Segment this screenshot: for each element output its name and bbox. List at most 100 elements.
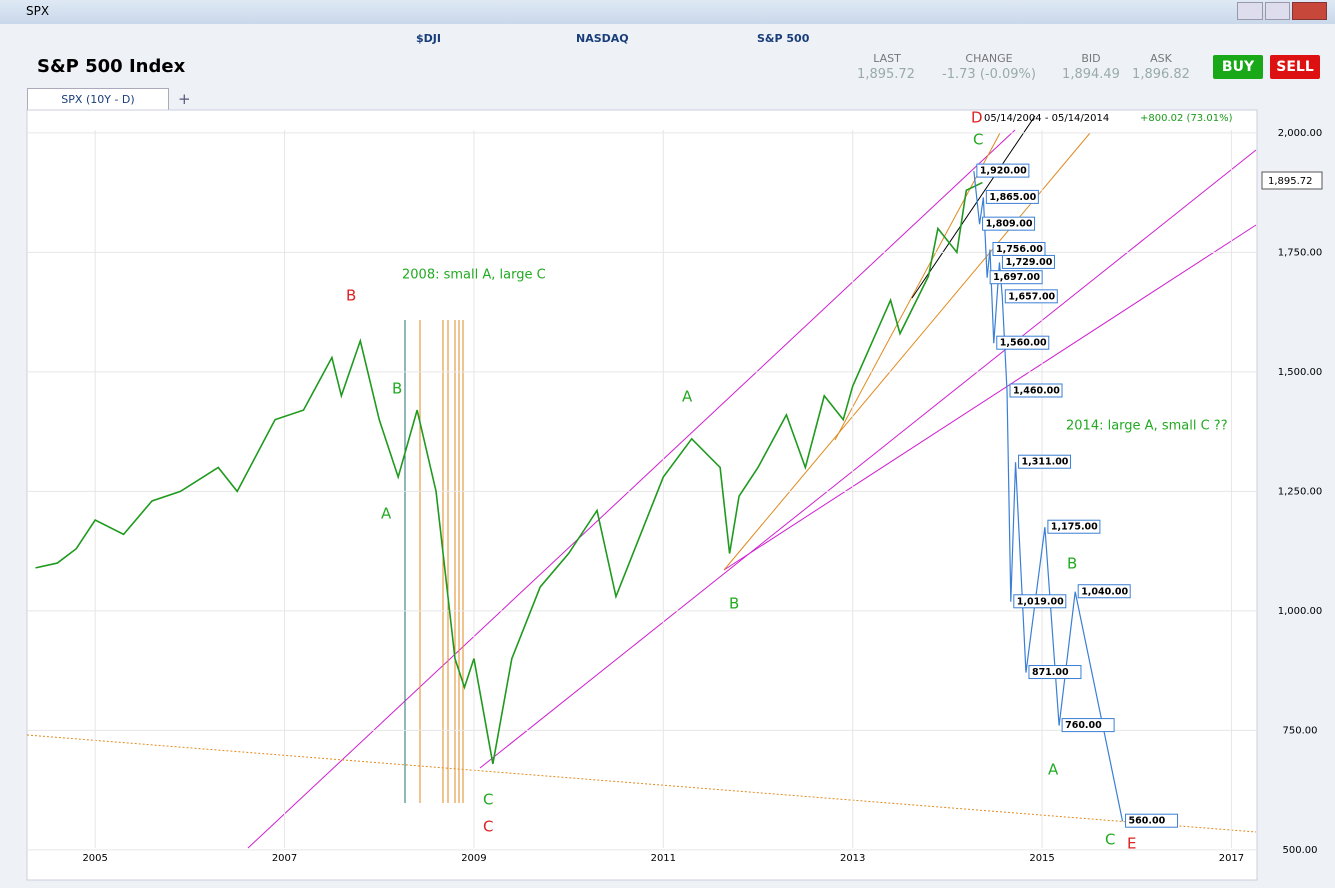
- price-box: [1009, 383, 1063, 398]
- y-tick-label: 1,750.00: [1278, 247, 1323, 258]
- price-label: 1,920.00: [980, 166, 1027, 177]
- title-bar: SPX: [0, 0, 1335, 24]
- x-tick-label: 2015: [1029, 853, 1054, 864]
- ticker[interactable]: NASDAQ: [576, 32, 629, 45]
- quote-value: -1.73 (-0.09%): [942, 67, 1036, 82]
- quote-label: LAST: [873, 52, 901, 65]
- price-label: 1,756.00: [996, 244, 1043, 255]
- fan-line: [723, 132, 1091, 571]
- price-box: [1125, 813, 1179, 828]
- price-label: 760.00: [1065, 720, 1102, 731]
- plot-area: [26, 109, 1258, 881]
- price-label: 1,560.00: [1000, 338, 1047, 349]
- quote-label: ASK: [1150, 52, 1172, 65]
- price-box: [1047, 519, 1101, 534]
- x-tick-label: 2009: [461, 853, 486, 864]
- y-tick-label: 1,000.00: [1278, 606, 1323, 617]
- price-label: 1,311.00: [1022, 457, 1069, 468]
- y-tick-label: 750.00: [1283, 725, 1318, 736]
- wave-label: D: [971, 109, 983, 127]
- ticker-bar: $DJI NASDAQ S&P 500: [0, 28, 1335, 48]
- last-price-label: 1,895.72: [1268, 176, 1313, 187]
- wave-label: C: [1105, 831, 1115, 849]
- price-label: 1,175.00: [1051, 522, 1098, 533]
- x-tick-label: 2017: [1219, 853, 1244, 864]
- price-label: 871.00: [1032, 667, 1069, 678]
- wave-label: C: [483, 791, 493, 809]
- symbol-title: S&P 500 Index: [37, 56, 186, 77]
- price-box: [996, 335, 1050, 350]
- y-tick-label: 500.00: [1283, 845, 1318, 856]
- price-label: 1,460.00: [1013, 385, 1060, 396]
- annotations: B B A 2008: small A, large C A B C C D C…: [346, 109, 1228, 853]
- price-box: [1077, 584, 1131, 599]
- change-text: +800.02 (73.01%): [1140, 113, 1233, 124]
- price-line: [35, 181, 983, 764]
- ticker[interactable]: S&P 500: [757, 32, 810, 45]
- window-controls: [1237, 2, 1327, 20]
- quote-value: 1,895.72: [857, 67, 915, 82]
- annotation: 2014: large A, small C ??: [1066, 419, 1228, 434]
- price-box: [1004, 289, 1058, 304]
- y-tick-label: 1,500.00: [1278, 367, 1323, 378]
- wave-label: B: [392, 380, 402, 398]
- channel-line: [723, 224, 1257, 571]
- price-box: [1018, 454, 1072, 469]
- price-box: [985, 189, 1039, 204]
- x-tick-label: 2011: [651, 853, 676, 864]
- last-price-marker: [1261, 171, 1323, 190]
- price-box: [1001, 254, 1055, 269]
- price-label: 1,040.00: [1081, 586, 1128, 597]
- annotation: 2008: small A, large C: [402, 268, 546, 283]
- price-label: 1,865.00: [989, 192, 1036, 203]
- price-box: [976, 163, 1030, 178]
- buy-button[interactable]: BUY: [1213, 55, 1263, 79]
- price-box: [1061, 718, 1115, 733]
- wave-label: E: [1127, 835, 1136, 853]
- price-box: [989, 270, 1043, 285]
- channel-line: [247, 129, 1016, 849]
- maximize-button[interactable]: [1264, 2, 1291, 20]
- price-box: [982, 216, 1036, 231]
- chart-tab[interactable]: SPX (10Y - D): [27, 88, 169, 111]
- price-box: [1013, 594, 1067, 609]
- wave-label: A: [381, 505, 392, 523]
- price-label: 1,019.00: [1017, 596, 1064, 607]
- y-tick-label: 1,250.00: [1278, 486, 1323, 497]
- fan-line: [834, 132, 1001, 441]
- wave-label: B: [346, 287, 356, 305]
- price-label: 1,729.00: [1005, 257, 1052, 268]
- quote-label: BID: [1081, 52, 1101, 65]
- wave-label: C: [973, 131, 983, 149]
- price-box: [1028, 665, 1082, 680]
- window-title: SPX: [26, 4, 50, 18]
- quote-value: 1,894.49: [1062, 67, 1120, 82]
- y-tick-label: 2,000.00: [1278, 128, 1323, 139]
- channel-line: [479, 149, 1257, 769]
- price-label: 1,809.00: [986, 219, 1033, 230]
- ticker[interactable]: $DJI: [416, 32, 441, 45]
- x-tick-label: 2007: [272, 853, 297, 864]
- price-label: 560.00: [1129, 816, 1166, 827]
- wave-label: C: [483, 818, 493, 836]
- price-label: 1,657.00: [1008, 291, 1055, 302]
- add-tab[interactable]: +: [178, 90, 191, 108]
- wave-label: A: [1048, 761, 1059, 779]
- quote-label: CHANGE: [965, 52, 1013, 65]
- trend-lines: [26, 115, 1257, 849]
- wave-label: A: [682, 388, 693, 406]
- wave-label: B: [729, 595, 739, 613]
- quote-value: 1,896.82: [1132, 67, 1190, 82]
- wave-label: B: [1067, 555, 1077, 573]
- range-text: 05/14/2004 - 05/14/2014: [984, 113, 1109, 124]
- minimize-button[interactable]: [1237, 2, 1263, 20]
- support-line: [26, 734, 1257, 833]
- x-tick-label: 2005: [82, 853, 107, 864]
- sell-button[interactable]: SELL: [1270, 55, 1320, 79]
- close-button[interactable]: [1292, 2, 1327, 20]
- fan-line: [911, 115, 1036, 299]
- price-label: 1,697.00: [993, 272, 1040, 283]
- x-tick-label: 2013: [840, 853, 865, 864]
